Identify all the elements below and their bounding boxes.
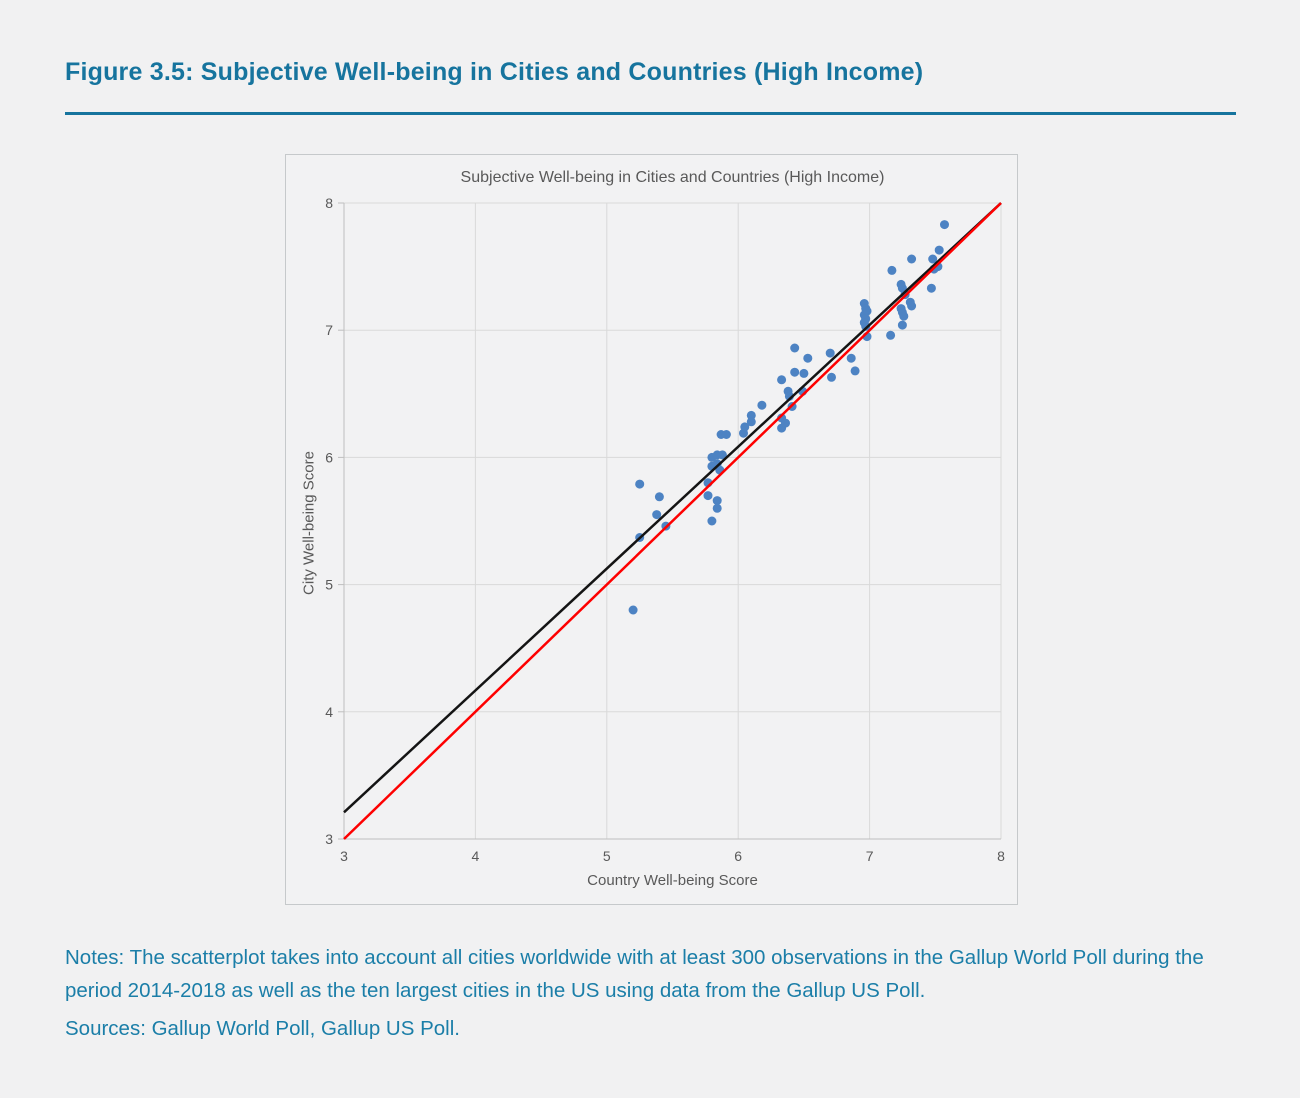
scatter-point <box>740 422 750 432</box>
scatter-point <box>887 265 897 275</box>
trend-line <box>343 202 1002 814</box>
x-tick-label: 5 <box>603 848 611 864</box>
x-tick-label: 3 <box>340 848 348 864</box>
y-tick-label: 8 <box>325 195 333 211</box>
scatter-point <box>926 283 936 293</box>
scatter-point <box>777 375 787 385</box>
scatter-point <box>928 254 938 264</box>
x-axis-title: Country Well-being Score <box>587 872 758 889</box>
sources-text: Sources: Gallup World Poll, Gallup US Po… <box>65 1017 460 1040</box>
scatter-chart: 3 4 5 6 7 8 3 4 5 6 7 8 <box>325 195 1005 864</box>
x-tick-label: 6 <box>734 848 742 864</box>
scatter-point <box>827 372 836 382</box>
scatter-point <box>846 353 856 363</box>
scatter-point <box>803 353 813 363</box>
scatter-point <box>746 417 756 427</box>
y-tick-label: 3 <box>325 831 333 847</box>
x-tick-label: 7 <box>866 848 874 864</box>
scatter-point <box>825 348 835 358</box>
y-tick-label: 6 <box>325 449 333 465</box>
y-axis-title: City Well-being Score <box>300 451 318 595</box>
scatter-point <box>899 311 909 321</box>
scatter-point <box>897 320 907 330</box>
scatter-point <box>654 492 664 502</box>
scatter-point <box>886 330 896 340</box>
heading-rule <box>65 112 1236 115</box>
identity-line <box>343 202 1002 840</box>
scatter-point <box>934 245 944 255</box>
y-tick-label: 4 <box>325 704 333 720</box>
x-tick-label: 4 <box>472 848 480 864</box>
y-tick-label: 5 <box>325 577 333 593</box>
scatter-point <box>712 496 722 506</box>
chart-panel: 3 4 5 6 7 8 3 4 5 6 7 8 Subjective Well-being in Ci… <box>285 154 1018 905</box>
scatter-point <box>799 368 809 378</box>
scatter-point <box>628 605 638 615</box>
scatter-point <box>746 410 756 420</box>
scatter-point <box>703 491 713 501</box>
scatter-point <box>707 516 717 526</box>
scatter-point <box>940 220 949 230</box>
figure-heading: Figure 3.5: Subjective Well-being in Cit… <box>65 58 924 86</box>
scatter-point <box>790 367 800 377</box>
notes-text: Notes: The scatterplot takes into accoun… <box>65 946 1204 1002</box>
scatter-point <box>790 343 800 353</box>
scatter-point <box>907 254 917 264</box>
chart-title: Subjective Well-being in Cities and Coun… <box>460 169 885 186</box>
scatter-point <box>635 479 645 489</box>
scatter-point <box>850 366 860 376</box>
scatter-point <box>757 400 767 410</box>
y-tick-label: 7 <box>325 322 333 338</box>
scatter-point <box>861 321 871 331</box>
scatter-point <box>721 430 731 439</box>
scatter-point <box>907 301 917 311</box>
scatter-point <box>712 503 722 513</box>
scatter-point <box>652 510 662 520</box>
scatter-point <box>717 450 727 460</box>
x-tick-label: 8 <box>997 848 1005 864</box>
scatter-point <box>777 413 787 423</box>
